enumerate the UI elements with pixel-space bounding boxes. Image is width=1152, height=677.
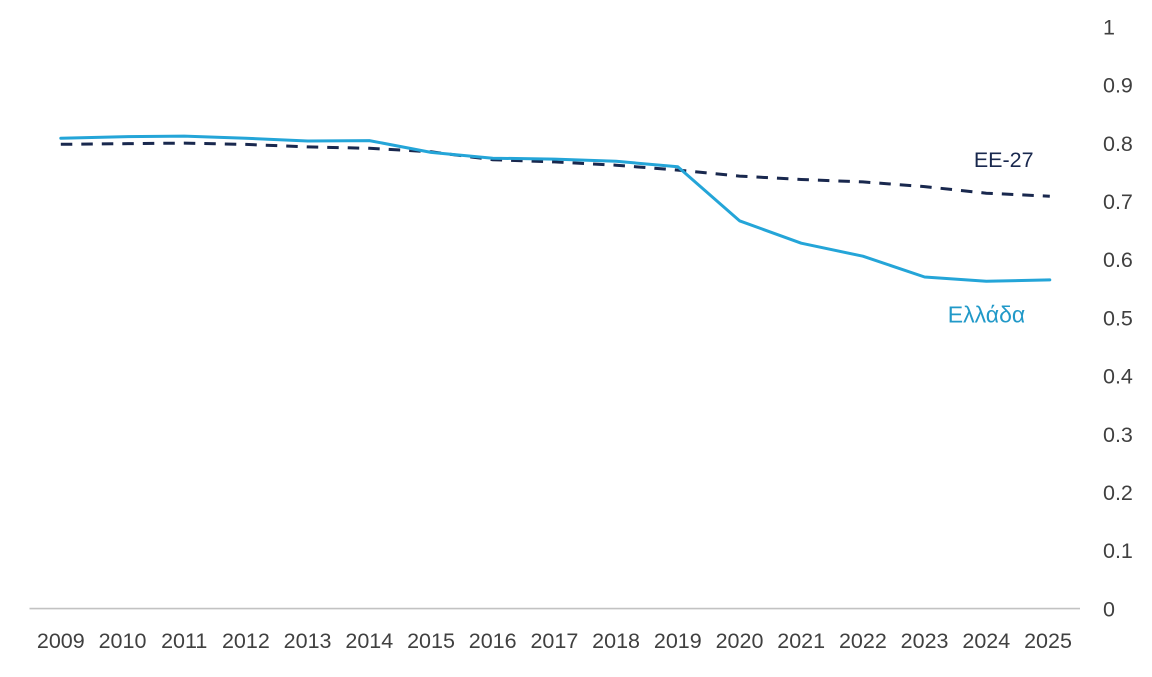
svg-text:0.2: 0.2 [1103, 481, 1133, 505]
svg-text:2017: 2017 [530, 629, 578, 653]
svg-text:0.4: 0.4 [1103, 365, 1133, 389]
svg-text:2020: 2020 [716, 629, 764, 653]
svg-text:2021: 2021 [777, 629, 825, 653]
svg-text:2019: 2019 [654, 629, 702, 653]
svg-text:2025: 2025 [1024, 629, 1072, 653]
svg-text:0.7: 0.7 [1103, 190, 1133, 214]
svg-text:2015: 2015 [407, 629, 455, 653]
svg-text:0.5: 0.5 [1103, 306, 1133, 330]
svg-text:EE-27: EE-27 [974, 148, 1034, 172]
svg-text:2013: 2013 [284, 629, 332, 653]
svg-text:0.3: 0.3 [1103, 423, 1133, 447]
svg-text:0.8: 0.8 [1103, 132, 1133, 156]
svg-text:1: 1 [1103, 15, 1115, 39]
svg-text:2011: 2011 [161, 629, 207, 653]
svg-text:Ελλάδα: Ελλάδα [948, 301, 1025, 327]
svg-text:2023: 2023 [901, 629, 949, 653]
svg-text:2018: 2018 [592, 629, 640, 653]
svg-text:0.9: 0.9 [1103, 74, 1133, 98]
svg-text:0.6: 0.6 [1103, 248, 1133, 272]
svg-text:0: 0 [1103, 597, 1115, 621]
svg-text:2022: 2022 [839, 629, 887, 653]
svg-text:2012: 2012 [222, 629, 270, 653]
svg-text:2009: 2009 [37, 629, 85, 653]
svg-text:2024: 2024 [962, 629, 1010, 653]
svg-text:2014: 2014 [345, 629, 393, 653]
svg-text:2010: 2010 [99, 629, 147, 653]
svg-text:0.1: 0.1 [1103, 539, 1133, 563]
svg-text:2016: 2016 [469, 629, 517, 653]
